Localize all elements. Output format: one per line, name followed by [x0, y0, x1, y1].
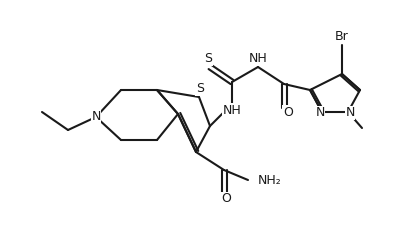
Text: N: N [315, 107, 325, 119]
Text: Br: Br [335, 29, 349, 43]
Text: NH: NH [223, 104, 242, 116]
Text: S: S [204, 52, 212, 66]
Text: N: N [345, 107, 354, 119]
Text: O: O [283, 106, 293, 118]
Text: NH₂: NH₂ [258, 173, 282, 186]
Text: N: N [91, 110, 101, 123]
Text: S: S [196, 82, 204, 96]
Text: O: O [221, 193, 231, 205]
Text: NH: NH [249, 52, 268, 66]
